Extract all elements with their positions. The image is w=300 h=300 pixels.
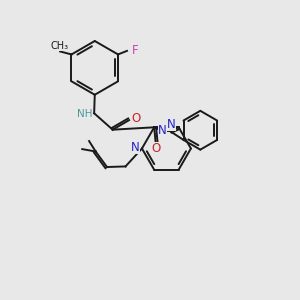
Text: O: O (152, 142, 161, 155)
Text: NH: NH (77, 109, 92, 119)
Text: F: F (132, 44, 139, 57)
Text: CH₃: CH₃ (51, 41, 69, 51)
Text: N: N (131, 141, 140, 154)
Text: N: N (158, 124, 167, 137)
Text: O: O (131, 112, 141, 124)
Text: N: N (167, 118, 176, 131)
